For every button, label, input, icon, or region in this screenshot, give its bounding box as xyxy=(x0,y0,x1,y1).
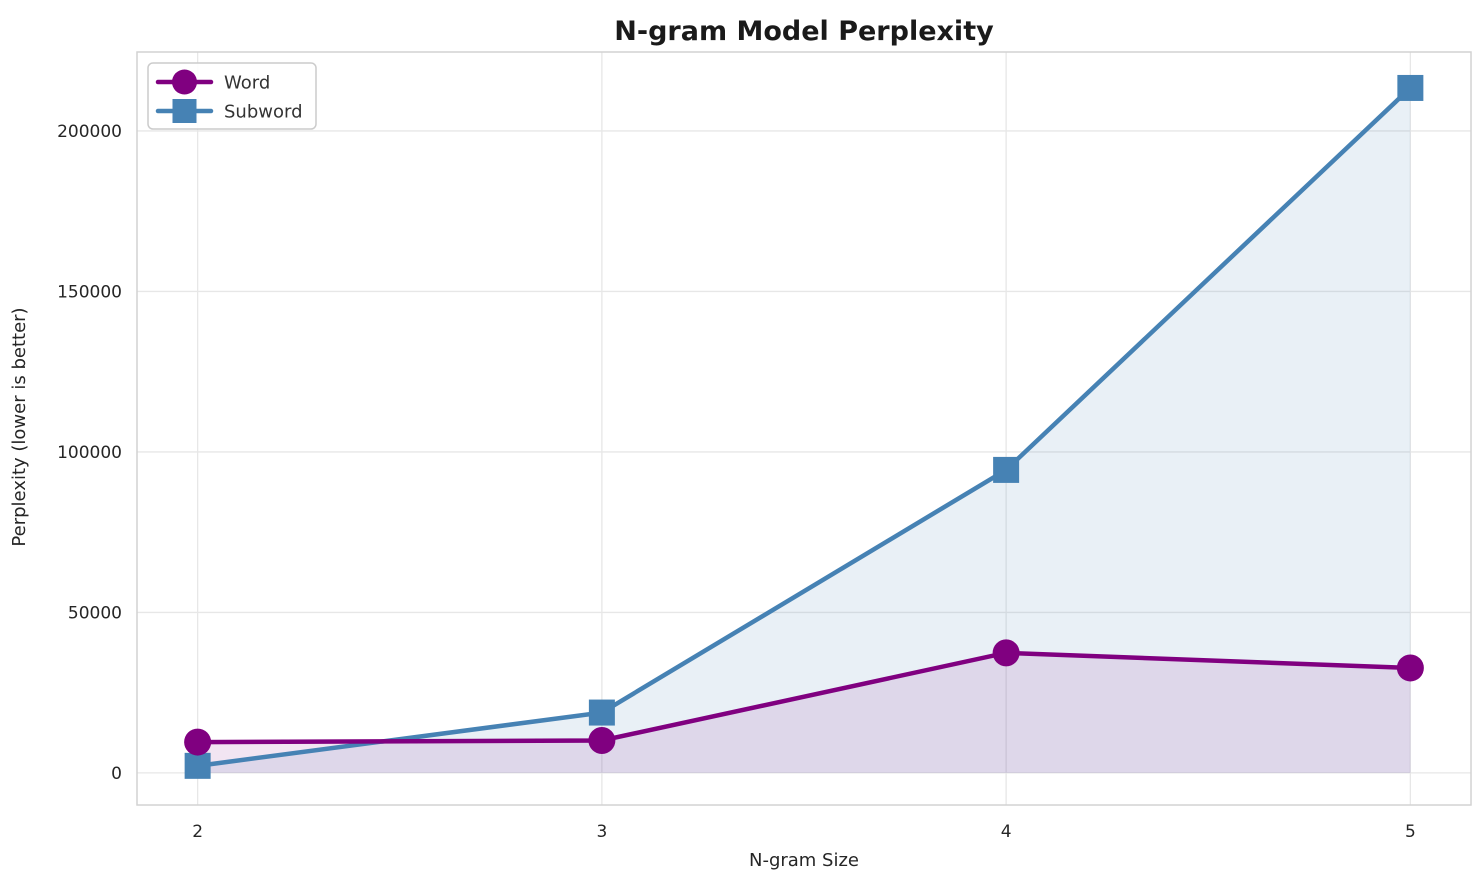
subword-marker-4 xyxy=(993,456,1020,483)
word-marker-4 xyxy=(992,639,1020,667)
plot-border xyxy=(136,51,1472,806)
word-marker-2 xyxy=(184,728,212,756)
chart-title: N-gram Model Perplexity xyxy=(614,16,994,47)
x-tick-label-5: 5 xyxy=(1405,822,1416,842)
x-tick-label-3: 3 xyxy=(596,822,607,842)
y-tick-labels: 0 50000 100000 150000 200000 xyxy=(57,122,122,784)
x-tick-label-4: 4 xyxy=(1001,822,1012,842)
series-layer xyxy=(184,74,1424,779)
subword-marker-5 xyxy=(1397,74,1424,101)
y-tick-label-200000: 200000 xyxy=(57,122,122,142)
y-tick-label-150000: 150000 xyxy=(57,282,122,302)
y-tick-label-100000: 100000 xyxy=(57,443,122,463)
area-layer xyxy=(197,87,1411,773)
legend-label-word: Word xyxy=(224,73,270,94)
x-tick-labels: 2 3 4 5 xyxy=(192,822,1416,842)
legend: Word Subword xyxy=(147,62,317,130)
subword-marker-3 xyxy=(588,699,615,726)
x-axis-label: N-gram Size xyxy=(749,850,859,871)
x-tick-label-2: 2 xyxy=(192,822,203,842)
y-axis-label: Perplexity (lower is better) xyxy=(9,307,30,546)
subword-area-fill xyxy=(197,87,1411,773)
legend-marker-subword xyxy=(172,99,197,123)
y-tick-label-50000: 50000 xyxy=(68,603,122,623)
subword-marker-2 xyxy=(184,752,211,779)
legend-marker-word xyxy=(172,69,197,95)
word-marker-5 xyxy=(1396,654,1424,682)
y-tick-label-0: 0 xyxy=(111,764,122,784)
word-series-line xyxy=(195,650,1413,745)
legend-label-subword: Subword xyxy=(224,102,303,123)
word-marker-3 xyxy=(588,726,616,754)
grid-layer xyxy=(137,52,1471,805)
